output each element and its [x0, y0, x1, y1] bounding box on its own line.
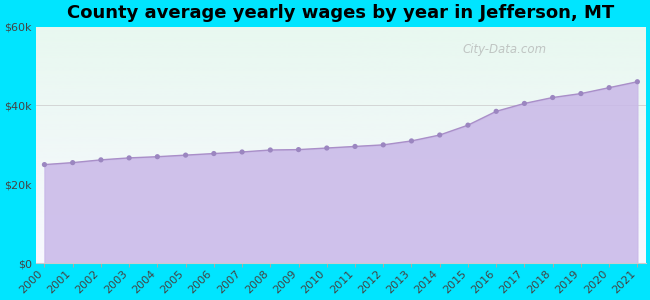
Point — [632, 79, 643, 84]
Point — [265, 148, 276, 152]
Point — [152, 154, 162, 159]
Point — [124, 155, 135, 160]
Point — [237, 150, 247, 154]
Point — [96, 158, 106, 162]
Point — [209, 151, 219, 156]
Point — [322, 146, 332, 150]
Point — [350, 144, 360, 149]
Point — [68, 160, 78, 165]
Point — [181, 153, 191, 158]
Point — [463, 123, 473, 128]
Point — [604, 85, 614, 90]
Point — [406, 139, 417, 143]
Point — [519, 101, 530, 106]
Point — [576, 91, 586, 96]
Text: City-Data.com: City-Data.com — [463, 43, 547, 56]
Point — [434, 133, 445, 137]
Point — [39, 162, 49, 167]
Title: County average yearly wages by year in Jefferson, MT: County average yearly wages by year in J… — [67, 4, 614, 22]
Point — [491, 109, 501, 114]
Point — [378, 142, 389, 147]
Point — [293, 147, 304, 152]
Point — [547, 95, 558, 100]
